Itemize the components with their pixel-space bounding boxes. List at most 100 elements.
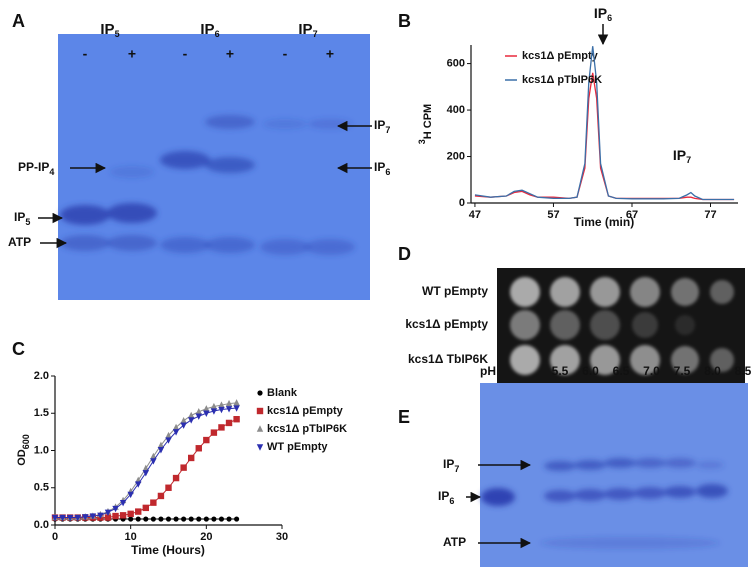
marker bbox=[218, 401, 225, 408]
marker bbox=[150, 516, 156, 522]
marker bbox=[112, 505, 119, 513]
subscript: 6 bbox=[215, 29, 220, 39]
band bbox=[634, 458, 666, 468]
marker bbox=[112, 512, 119, 520]
band bbox=[205, 115, 255, 129]
legend-label: kcs1Δ pTbIP6K bbox=[522, 74, 602, 86]
marker bbox=[89, 513, 97, 520]
band bbox=[604, 458, 636, 468]
marker bbox=[165, 516, 172, 522]
label-text: IP bbox=[443, 457, 454, 471]
marker bbox=[135, 508, 142, 515]
marker bbox=[127, 510, 134, 518]
marker bbox=[203, 436, 210, 444]
series-line bbox=[474, 72, 735, 201]
marker bbox=[225, 399, 233, 407]
marker bbox=[173, 516, 179, 522]
panel-letter: C bbox=[12, 339, 25, 359]
y-tick-label: 200 bbox=[447, 150, 465, 162]
subscript: 600 bbox=[21, 434, 31, 449]
label-text: PP-IP bbox=[18, 160, 49, 174]
legend-swatch bbox=[256, 407, 264, 415]
band-label: ATP bbox=[443, 535, 466, 549]
band bbox=[160, 237, 210, 253]
marker bbox=[172, 474, 180, 482]
ph-value: 5.5 bbox=[552, 364, 569, 378]
series-line bbox=[474, 46, 735, 201]
subscript: 6 bbox=[385, 167, 390, 177]
marker bbox=[225, 419, 233, 427]
marker bbox=[74, 514, 81, 522]
subscript: 4 bbox=[49, 167, 54, 177]
series-line bbox=[55, 407, 237, 519]
spot bbox=[510, 345, 540, 375]
x-tick-label: 0 bbox=[52, 531, 58, 543]
label-text: IP bbox=[673, 147, 686, 163]
superscript: 3 bbox=[417, 139, 427, 144]
band bbox=[260, 239, 310, 255]
spot bbox=[550, 310, 580, 340]
marker bbox=[66, 514, 74, 522]
y-tick-label: 1.0 bbox=[34, 444, 49, 456]
x-tick-label: 47 bbox=[469, 209, 481, 221]
marker bbox=[142, 504, 149, 512]
spot bbox=[510, 277, 540, 307]
label-text: OD bbox=[16, 449, 28, 466]
legend-swatch bbox=[257, 390, 263, 396]
ph-label: pH bbox=[480, 364, 496, 378]
marker bbox=[150, 452, 157, 460]
row-label: kcs1Δ pEmpty bbox=[405, 317, 488, 331]
ph-value: 6.5 bbox=[613, 364, 630, 378]
subscript: 7 bbox=[686, 155, 691, 165]
spot bbox=[671, 346, 699, 374]
y-axis-label: OD600 bbox=[16, 434, 31, 466]
marker bbox=[119, 499, 127, 507]
marker bbox=[150, 458, 157, 465]
label-text: ATP bbox=[8, 235, 31, 249]
marker bbox=[210, 408, 218, 415]
marker bbox=[188, 454, 195, 462]
marker bbox=[233, 399, 240, 406]
band-label: IP6 bbox=[438, 489, 454, 506]
ph-value: 6.0 bbox=[582, 364, 599, 378]
marker bbox=[210, 402, 218, 410]
marker bbox=[82, 514, 89, 521]
marker bbox=[143, 516, 149, 522]
row-label: WT pEmpty bbox=[422, 284, 488, 298]
x-axis-label: Time (min) bbox=[574, 215, 634, 229]
panel-letter: A bbox=[12, 11, 25, 31]
x-tick-label: 57 bbox=[547, 209, 559, 221]
spot bbox=[632, 312, 658, 338]
subscript: 5 bbox=[25, 217, 30, 227]
band-label: IP6 bbox=[374, 160, 390, 177]
marker bbox=[211, 516, 217, 522]
spot bbox=[550, 345, 580, 375]
marker bbox=[225, 406, 233, 413]
marker bbox=[165, 484, 172, 491]
band bbox=[574, 460, 606, 470]
band bbox=[308, 119, 352, 129]
x-tick-label: 20 bbox=[200, 531, 212, 543]
marker bbox=[210, 429, 218, 436]
marker bbox=[119, 512, 127, 519]
marker bbox=[135, 481, 142, 488]
label-text: IP bbox=[438, 489, 449, 503]
y-tick-label: 2.0 bbox=[34, 370, 49, 382]
marker bbox=[150, 499, 157, 506]
band bbox=[60, 205, 110, 225]
y-tick-label: 0 bbox=[459, 197, 465, 209]
marker bbox=[165, 437, 172, 444]
spot-assay bbox=[497, 268, 745, 386]
lane-sign: - bbox=[183, 46, 188, 62]
label-text: IP bbox=[594, 5, 607, 21]
spot bbox=[630, 277, 660, 307]
band-label: IP7 bbox=[374, 118, 390, 135]
marker bbox=[180, 464, 187, 471]
spot bbox=[710, 280, 734, 304]
marker bbox=[195, 408, 202, 415]
spot bbox=[550, 277, 580, 307]
marker bbox=[104, 509, 112, 517]
band bbox=[107, 235, 157, 251]
band bbox=[544, 490, 576, 502]
